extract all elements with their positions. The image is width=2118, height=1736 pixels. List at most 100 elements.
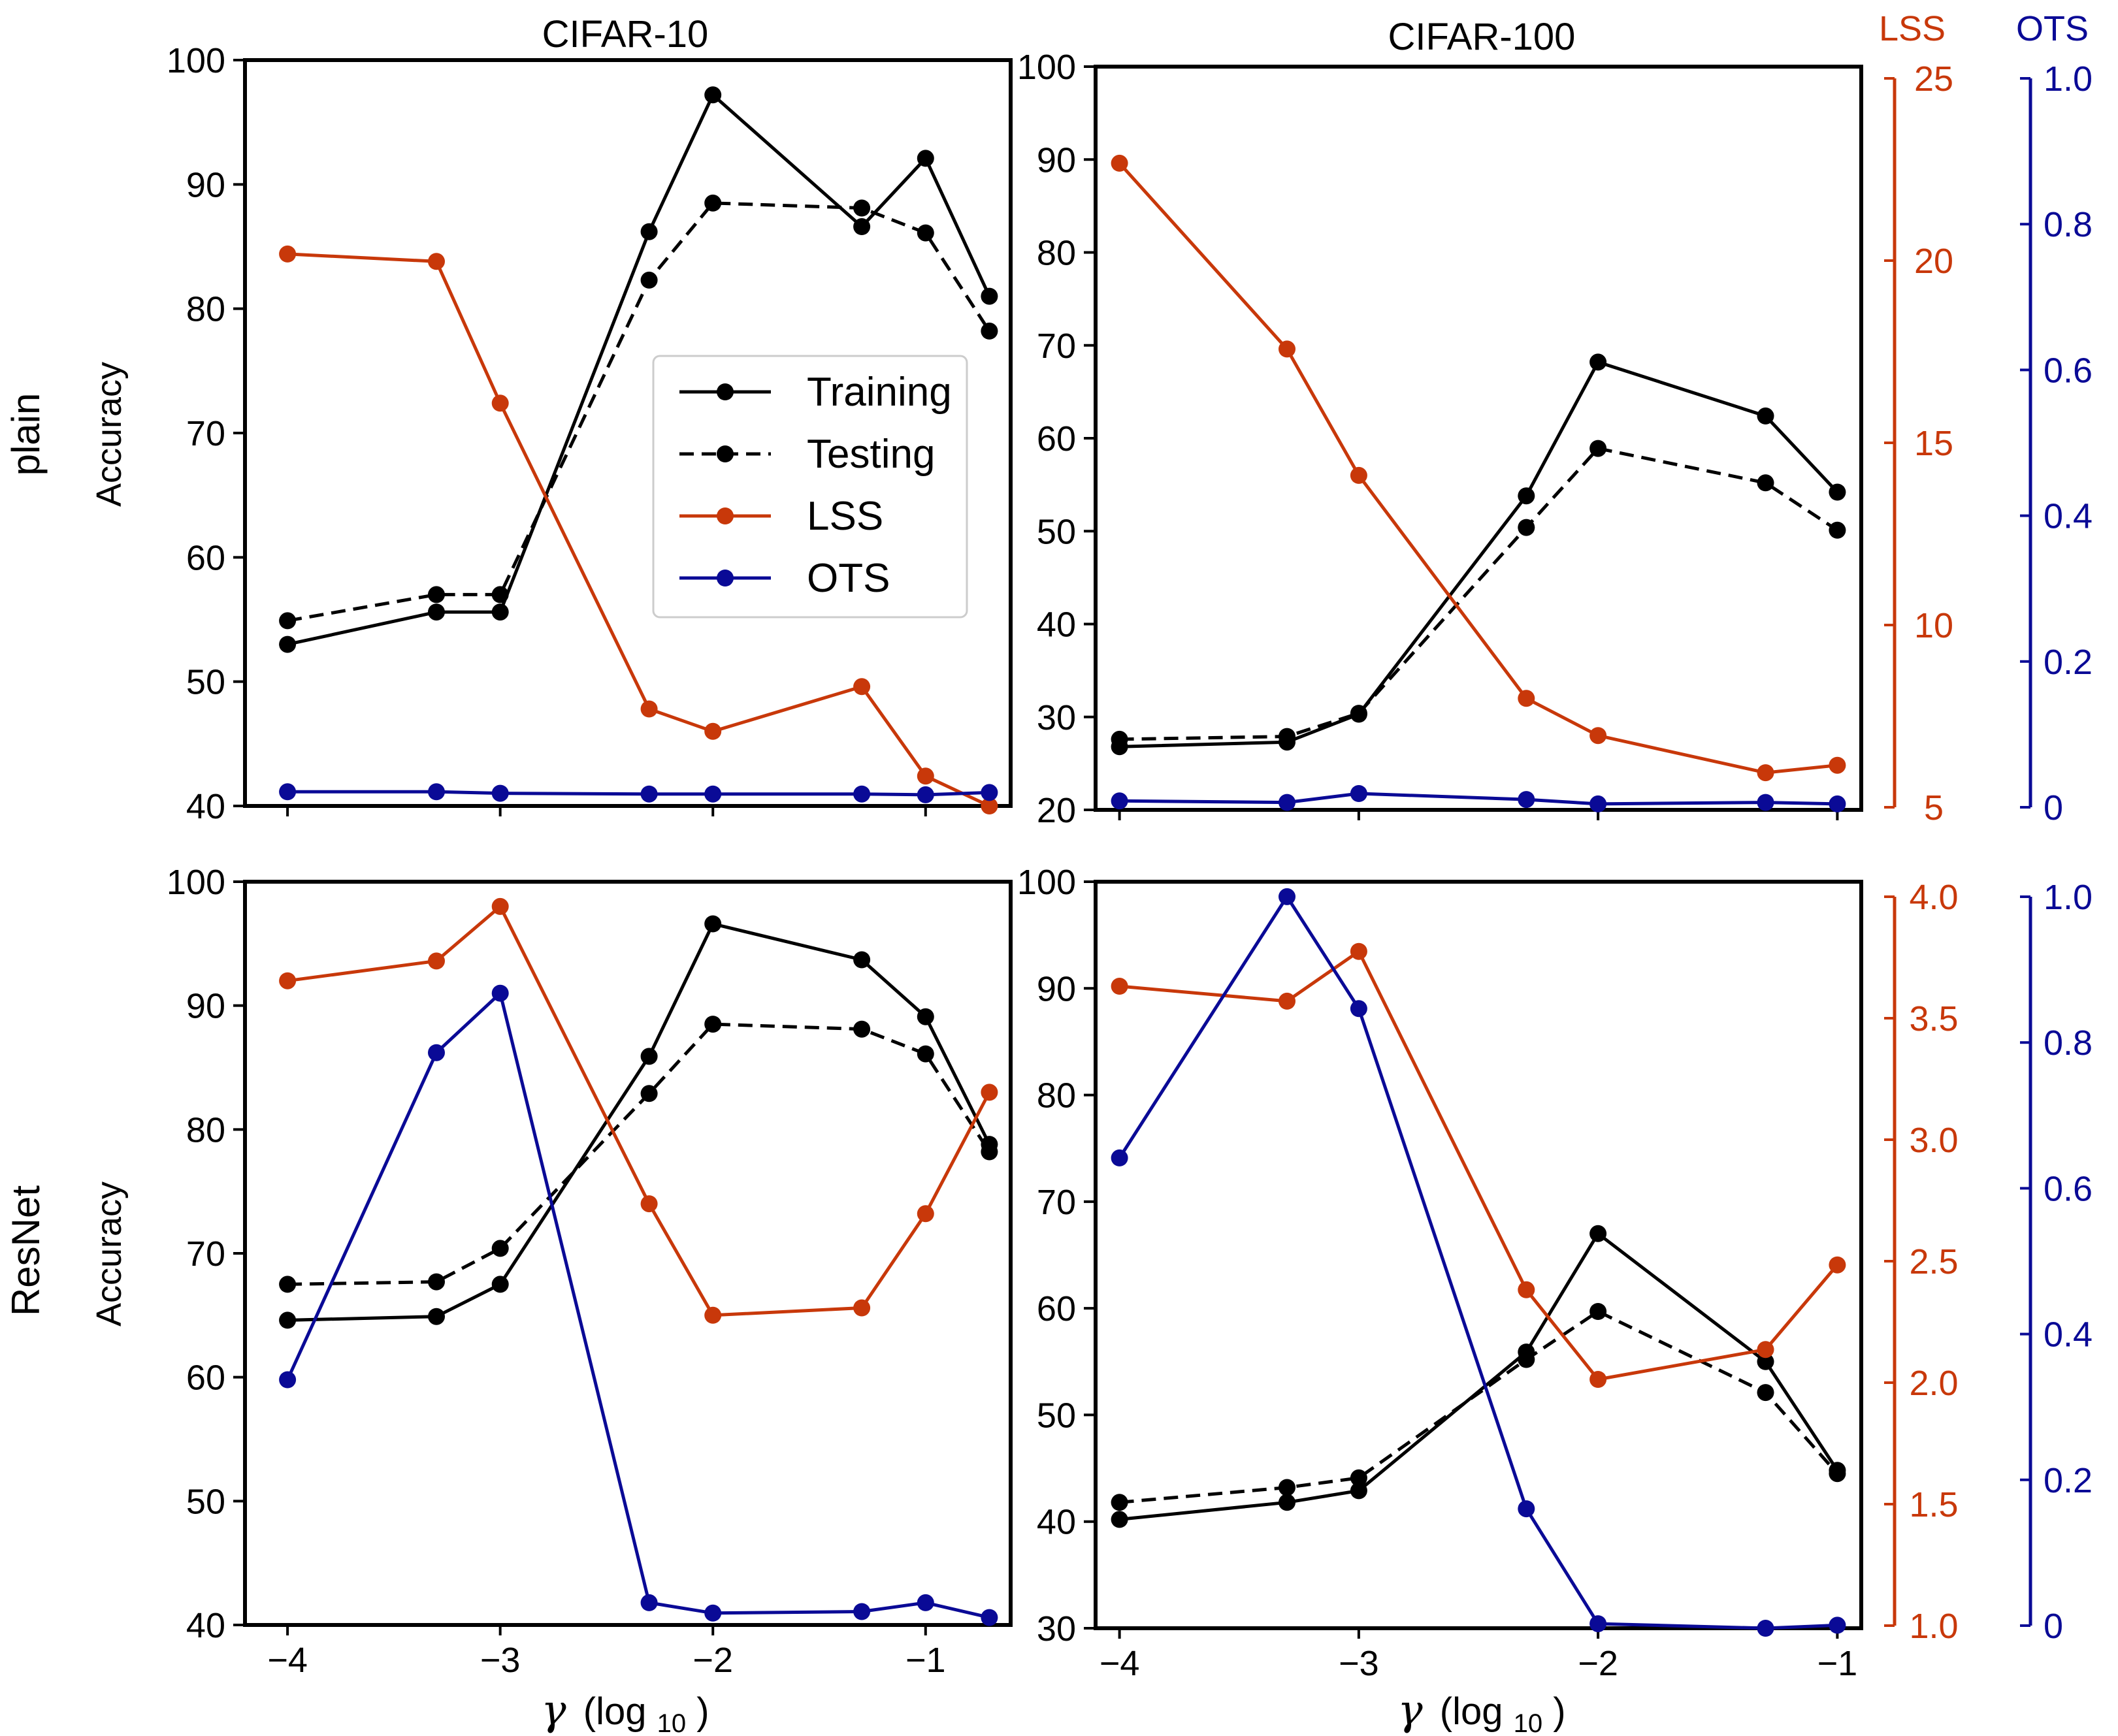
x-axis-label-cifar10: γ (log 10 )	[541, 1686, 709, 1736]
lss-tick-label: 10	[1914, 606, 1953, 645]
data-point-ots	[1111, 1149, 1128, 1166]
plot-frame	[1094, 65, 1863, 812]
legend-label-testing: Testing	[807, 432, 935, 477]
data-point-lss	[853, 1299, 871, 1317]
data-point-testing	[428, 586, 445, 603]
data-point-lss	[981, 1084, 998, 1101]
ots-tick-label: 0.4	[2044, 1315, 2093, 1355]
legend-label-training: Training	[807, 370, 952, 415]
legend-marker-ots	[717, 570, 734, 587]
y-tick-label: 40	[186, 1606, 225, 1645]
data-point-lss	[428, 253, 445, 270]
data-point-lss	[428, 952, 445, 970]
data-point-training	[1350, 1482, 1367, 1500]
data-point-ots	[981, 784, 998, 801]
data-point-ots	[1589, 1615, 1607, 1633]
series-line-training	[1119, 360, 1839, 748]
lss-tick-label: 25	[1914, 59, 1953, 99]
y-tick-label: 60	[186, 1358, 225, 1398]
series-line-testing	[287, 1022, 991, 1286]
y-tick-label: 70	[1037, 327, 1076, 366]
legend-marker-lss	[717, 507, 734, 524]
data-point-ots	[917, 786, 934, 803]
panel-plain-cifar10: 40 50 60 70 80 90 100	[167, 41, 1013, 826]
ots-tick-label: 0.2	[2044, 643, 2093, 682]
legend-frame	[652, 355, 968, 619]
gamma-symbol: γ	[541, 1686, 566, 1735]
x-tick-label: −3	[1339, 1644, 1379, 1683]
data-point-lss	[704, 722, 722, 740]
ots-tick-label: 1.0	[2044, 59, 2093, 99]
data-point-ots	[279, 783, 297, 801]
x-axis-label-cifar100: γ (log 10 )	[1397, 1686, 1565, 1736]
y-tick-label: 70	[186, 414, 225, 453]
series-line-lss	[287, 905, 991, 1317]
data-point-testing	[1279, 1479, 1295, 1496]
ots-tick-label: 0.4	[2044, 497, 2093, 536]
ots-tick-label: 1.0	[2044, 878, 2093, 917]
y-tick-label: 50	[1037, 512, 1076, 551]
data-point-ots	[640, 1594, 658, 1611]
lss-tick-label: 20	[1914, 242, 1953, 281]
y-tick-label: 60	[186, 538, 225, 577]
x-axis-close: )	[696, 1690, 709, 1733]
y-tick-label: 30	[1037, 698, 1076, 737]
data-point-training	[1589, 353, 1607, 371]
y-axis-label-resnet: Accuracy	[90, 1181, 129, 1326]
data-point-lss	[1829, 756, 1846, 774]
data-point-lss	[640, 1195, 658, 1213]
y-tick-label: 50	[186, 663, 225, 702]
data-point-testing	[853, 199, 871, 217]
data-point-ots	[704, 1604, 722, 1622]
lss-tick-label: 2.5	[1909, 1242, 1958, 1281]
data-point-testing	[491, 1240, 509, 1257]
data-point-ots	[1111, 792, 1128, 810]
data-point-testing	[491, 586, 509, 603]
y-tick-label: 90	[1037, 140, 1076, 180]
data-point-training	[1589, 1225, 1607, 1242]
legend: Training Testing LSS OTS	[652, 355, 968, 619]
y-tick-label: 40	[186, 787, 225, 826]
data-point-lss	[640, 700, 658, 718]
y-tick-label: 90	[1037, 969, 1076, 1008]
y-tick-label: 40	[1037, 605, 1076, 645]
series-line-ots	[1118, 895, 1838, 1630]
ots-tick-label: 0.6	[2044, 351, 2093, 390]
data-point-testing	[1757, 1384, 1774, 1402]
panel-resnet-cifar100: 30 40 50 60 70 80 90 100 −4 −3 −2 −1	[1017, 863, 1863, 1683]
series-line-training	[287, 922, 991, 1322]
x-tick-label: −3	[480, 1641, 521, 1680]
data-point-ots	[1829, 1616, 1846, 1634]
data-point-testing	[853, 1020, 871, 1038]
y-tick-label: 90	[186, 165, 225, 204]
data-point-testing	[640, 271, 658, 289]
data-point-training	[917, 150, 934, 167]
x-tick-label: −4	[1100, 1644, 1140, 1683]
data-point-ots	[704, 785, 722, 803]
data-point-testing	[1829, 1465, 1846, 1483]
data-point-testing	[1111, 1494, 1128, 1511]
data-point-lss	[1589, 1371, 1607, 1388]
legend-marker-training	[717, 383, 734, 400]
y-tick-label: 80	[1037, 234, 1076, 273]
data-point-ots	[1279, 888, 1295, 905]
data-point-ots	[1518, 791, 1535, 809]
row-label-resnet: ResNet	[4, 1185, 48, 1316]
data-point-lss	[1111, 978, 1128, 995]
data-point-training	[1757, 1353, 1774, 1370]
series-line-testing	[1119, 1310, 1839, 1504]
y-tick-label: 80	[186, 290, 225, 329]
data-point-testing	[1518, 1351, 1535, 1368]
data-point-testing	[704, 1016, 722, 1033]
data-point-ots	[1518, 1500, 1535, 1518]
data-point-ots	[1279, 794, 1295, 811]
data-point-testing	[1279, 728, 1295, 745]
gamma-symbol: γ	[1397, 1686, 1423, 1735]
data-point-training	[917, 1008, 934, 1025]
data-point-training	[1518, 487, 1535, 505]
data-point-lss	[491, 394, 509, 412]
lss-tick-label: 1.5	[1909, 1485, 1958, 1524]
x-tick-label: −1	[905, 1641, 946, 1680]
data-point-training	[640, 1048, 658, 1065]
ots-axis-title: OTS	[2016, 9, 2089, 48]
